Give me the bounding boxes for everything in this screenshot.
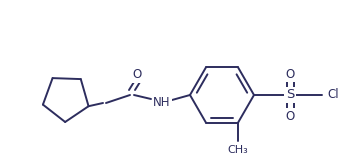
Text: O: O bbox=[285, 110, 295, 122]
Text: CH₃: CH₃ bbox=[228, 145, 248, 155]
Text: S: S bbox=[286, 88, 294, 101]
Text: NH: NH bbox=[153, 97, 171, 110]
Text: O: O bbox=[132, 68, 142, 82]
Text: Cl: Cl bbox=[327, 88, 339, 101]
Text: O: O bbox=[285, 67, 295, 81]
